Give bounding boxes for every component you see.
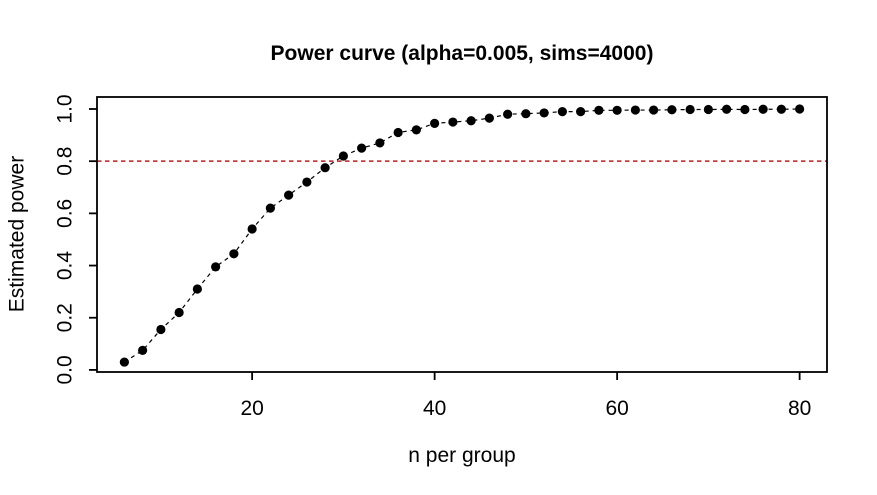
x-axis-label: n per group — [408, 444, 515, 467]
data-point — [576, 107, 586, 117]
data-point — [448, 117, 458, 127]
data-point — [338, 151, 348, 161]
y-tick-label: 0.6 — [53, 199, 76, 228]
x-tick-label: 40 — [423, 397, 446, 420]
data-point — [284, 190, 294, 200]
x-tick-label: 80 — [788, 397, 811, 420]
data-point — [758, 104, 768, 114]
data-point — [521, 109, 531, 119]
y-tick-label: 0.0 — [53, 355, 76, 384]
data-point — [247, 224, 257, 234]
data-point — [302, 177, 312, 187]
y-tick-label: 1.0 — [53, 94, 76, 123]
data-point — [612, 105, 622, 115]
x-tick-label: 60 — [605, 397, 628, 420]
data-point — [375, 138, 385, 148]
chart-title: Power curve (alpha=0.005, sims=4000) — [271, 42, 654, 65]
data-point — [174, 307, 184, 318]
data-point — [466, 116, 476, 126]
data-point — [265, 203, 275, 213]
data-point — [430, 118, 440, 128]
data-point — [320, 163, 330, 173]
plot-box — [96, 96, 828, 373]
axes-layer: 20 40 60 80 0.0 0.2 0.4 0.6 0.8 1.0 — [53, 94, 828, 420]
data-point — [539, 108, 549, 118]
data-series-layer — [119, 104, 805, 367]
data-point — [229, 249, 239, 259]
data-point — [722, 104, 732, 114]
data-point — [795, 104, 805, 114]
data-point — [685, 104, 695, 115]
data-point — [557, 107, 567, 117]
x-tick-label: 20 — [240, 397, 263, 420]
power-curve-line — [124, 108, 800, 363]
data-point — [740, 104, 750, 115]
data-point — [156, 324, 166, 335]
data-point — [776, 104, 786, 114]
data-point — [138, 345, 148, 355]
data-point — [503, 109, 513, 119]
data-point — [119, 357, 129, 367]
y-tick-label: 0.2 — [53, 303, 76, 332]
y-axis-label: Estimated power — [5, 156, 28, 312]
data-point — [393, 127, 403, 138]
data-point — [594, 105, 604, 115]
y-tick-label: 0.4 — [53, 251, 76, 281]
data-point — [411, 125, 421, 135]
data-point — [211, 262, 221, 272]
data-point — [357, 143, 367, 153]
y-tick-label: 0.8 — [53, 147, 76, 176]
data-point — [649, 105, 659, 115]
data-point — [192, 284, 202, 294]
data-point — [630, 105, 640, 115]
data-point — [667, 105, 677, 115]
data-point — [484, 113, 494, 123]
data-point — [703, 104, 713, 115]
